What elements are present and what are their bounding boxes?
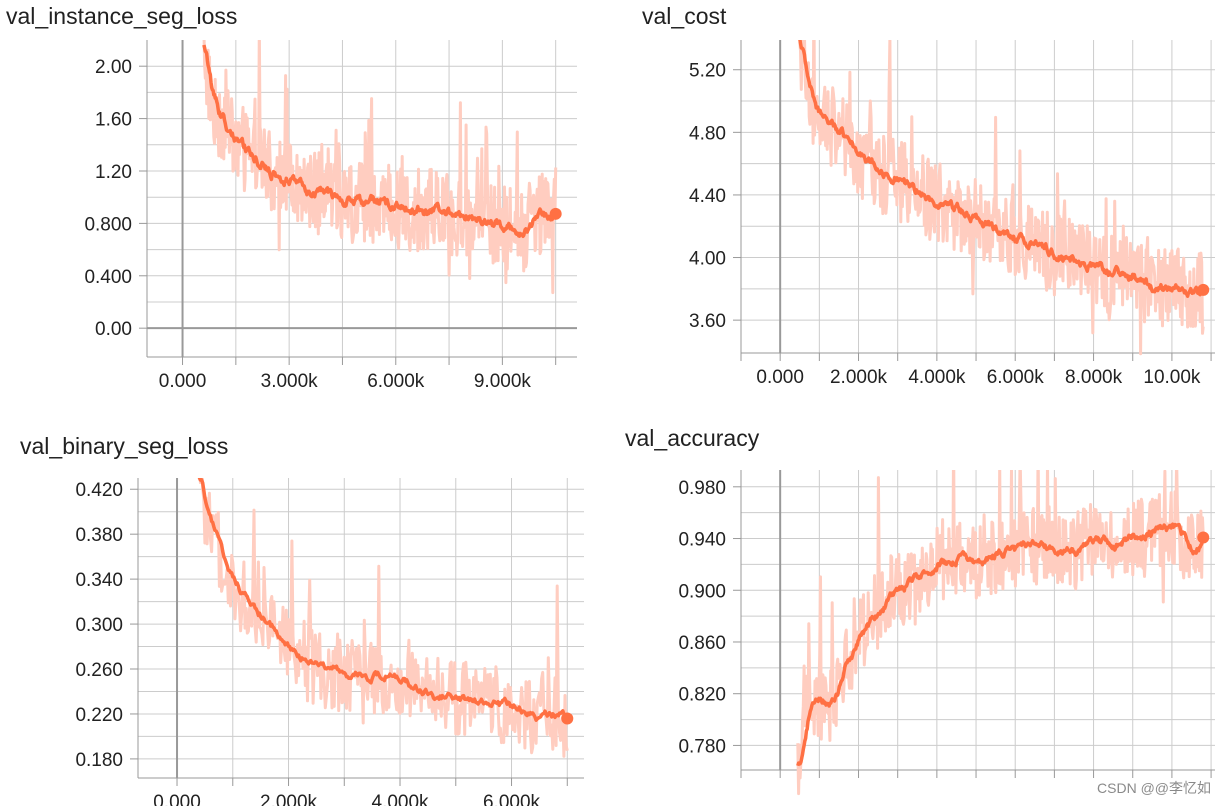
x-tick-label: 6.000k bbox=[367, 371, 425, 392]
chart-val-accuracy: 0.780 0.820 0.860 0.900 0.940 0.980 bbox=[678, 470, 1215, 796]
series-raw-line bbox=[198, 478, 569, 758]
y-tick-label: 0.800 bbox=[84, 214, 132, 235]
x-tick-label: 8.000k bbox=[1065, 367, 1123, 388]
x-tick-label: 2.000k bbox=[830, 367, 888, 388]
x-tick-label: 3.000k bbox=[261, 371, 319, 392]
y-tick-label: 0.780 bbox=[678, 736, 726, 757]
y-tick-label: 3.60 bbox=[689, 311, 726, 332]
watermark-text: CSDN @@李忆如 bbox=[1097, 780, 1211, 796]
x-tick-label: 4.000k bbox=[908, 367, 966, 388]
x-tick-label: 9.000k bbox=[474, 371, 532, 392]
grid bbox=[740, 470, 1215, 770]
chart-instance-seg-loss: 0.000 3.000k 6.000k 9.000k 0.00 0.400 0.800 1.2… bbox=[84, 40, 577, 392]
y-tick-label: 0.220 bbox=[75, 705, 123, 726]
x-tick-label: 0.000 bbox=[159, 371, 207, 392]
x-tick-label: 6.000k bbox=[483, 792, 541, 806]
y-tick-label: 5.20 bbox=[689, 61, 726, 82]
y-tick-label: 2.00 bbox=[95, 57, 132, 78]
series-line bbox=[798, 40, 1205, 298]
y-tick-label: 0.300 bbox=[75, 615, 123, 636]
end-point-marker bbox=[1197, 283, 1210, 296]
y-tick-label: 4.80 bbox=[689, 123, 726, 144]
y-tick-label: 1.60 bbox=[95, 110, 132, 131]
series-raw-line bbox=[796, 470, 1205, 796]
y-tick-label: 4.40 bbox=[689, 186, 726, 207]
x-tick-label: 4.000k bbox=[372, 792, 430, 806]
y-tick-label: 0.400 bbox=[84, 267, 132, 288]
series-line bbox=[202, 44, 558, 239]
series-raw-line bbox=[798, 40, 1205, 356]
series-raw-line bbox=[202, 40, 558, 295]
x-tick-label: 10.00k bbox=[1143, 367, 1201, 388]
x-tick-label: 0.000 bbox=[153, 792, 201, 806]
x-tick-label: 0.000 bbox=[756, 367, 804, 388]
series-line bbox=[197, 478, 569, 722]
y-tick-label: 0.380 bbox=[75, 525, 123, 546]
y-tick-label: 1.20 bbox=[95, 162, 132, 183]
y-tick-label: 0.820 bbox=[678, 685, 726, 706]
x-tick-label: 2.000k bbox=[260, 792, 318, 806]
y-tick-label: 0.260 bbox=[75, 660, 123, 681]
end-point-marker bbox=[549, 207, 562, 220]
y-tick-label: 0.00 bbox=[95, 319, 132, 340]
end-point-marker bbox=[1197, 531, 1210, 544]
end-point-marker bbox=[561, 712, 574, 725]
chart-title-val-accuracy: val_accuracy bbox=[625, 425, 760, 451]
chart-title-val-cost: val_cost bbox=[642, 3, 727, 29]
y-tick-label: 0.900 bbox=[678, 581, 726, 602]
chart-val-cost: 0.000 2.000k 4.000k 6.000k 8.000k 10.00k 3.60 4… bbox=[689, 40, 1215, 388]
chart-title-instance-seg-loss: val_instance_seg_loss bbox=[6, 3, 238, 29]
y-tick-label: 0.860 bbox=[678, 633, 726, 654]
chart-title-binary-seg-loss: val_binary_seg_loss bbox=[20, 433, 229, 459]
y-tick-label: 0.980 bbox=[678, 478, 726, 499]
series-line bbox=[796, 522, 1205, 767]
y-tick-label: 4.00 bbox=[689, 249, 726, 270]
chart-binary-seg-loss: 0.0002.000k4.000k6.000k8.000k0.1800.2200… bbox=[75, 478, 584, 806]
y-tick-label: 0.420 bbox=[75, 480, 123, 501]
x-tick-label: 6.000k bbox=[987, 367, 1045, 388]
y-tick-label: 0.940 bbox=[678, 530, 726, 551]
y-tick-label: 0.340 bbox=[75, 570, 123, 591]
y-tick-label: 0.180 bbox=[75, 750, 123, 771]
